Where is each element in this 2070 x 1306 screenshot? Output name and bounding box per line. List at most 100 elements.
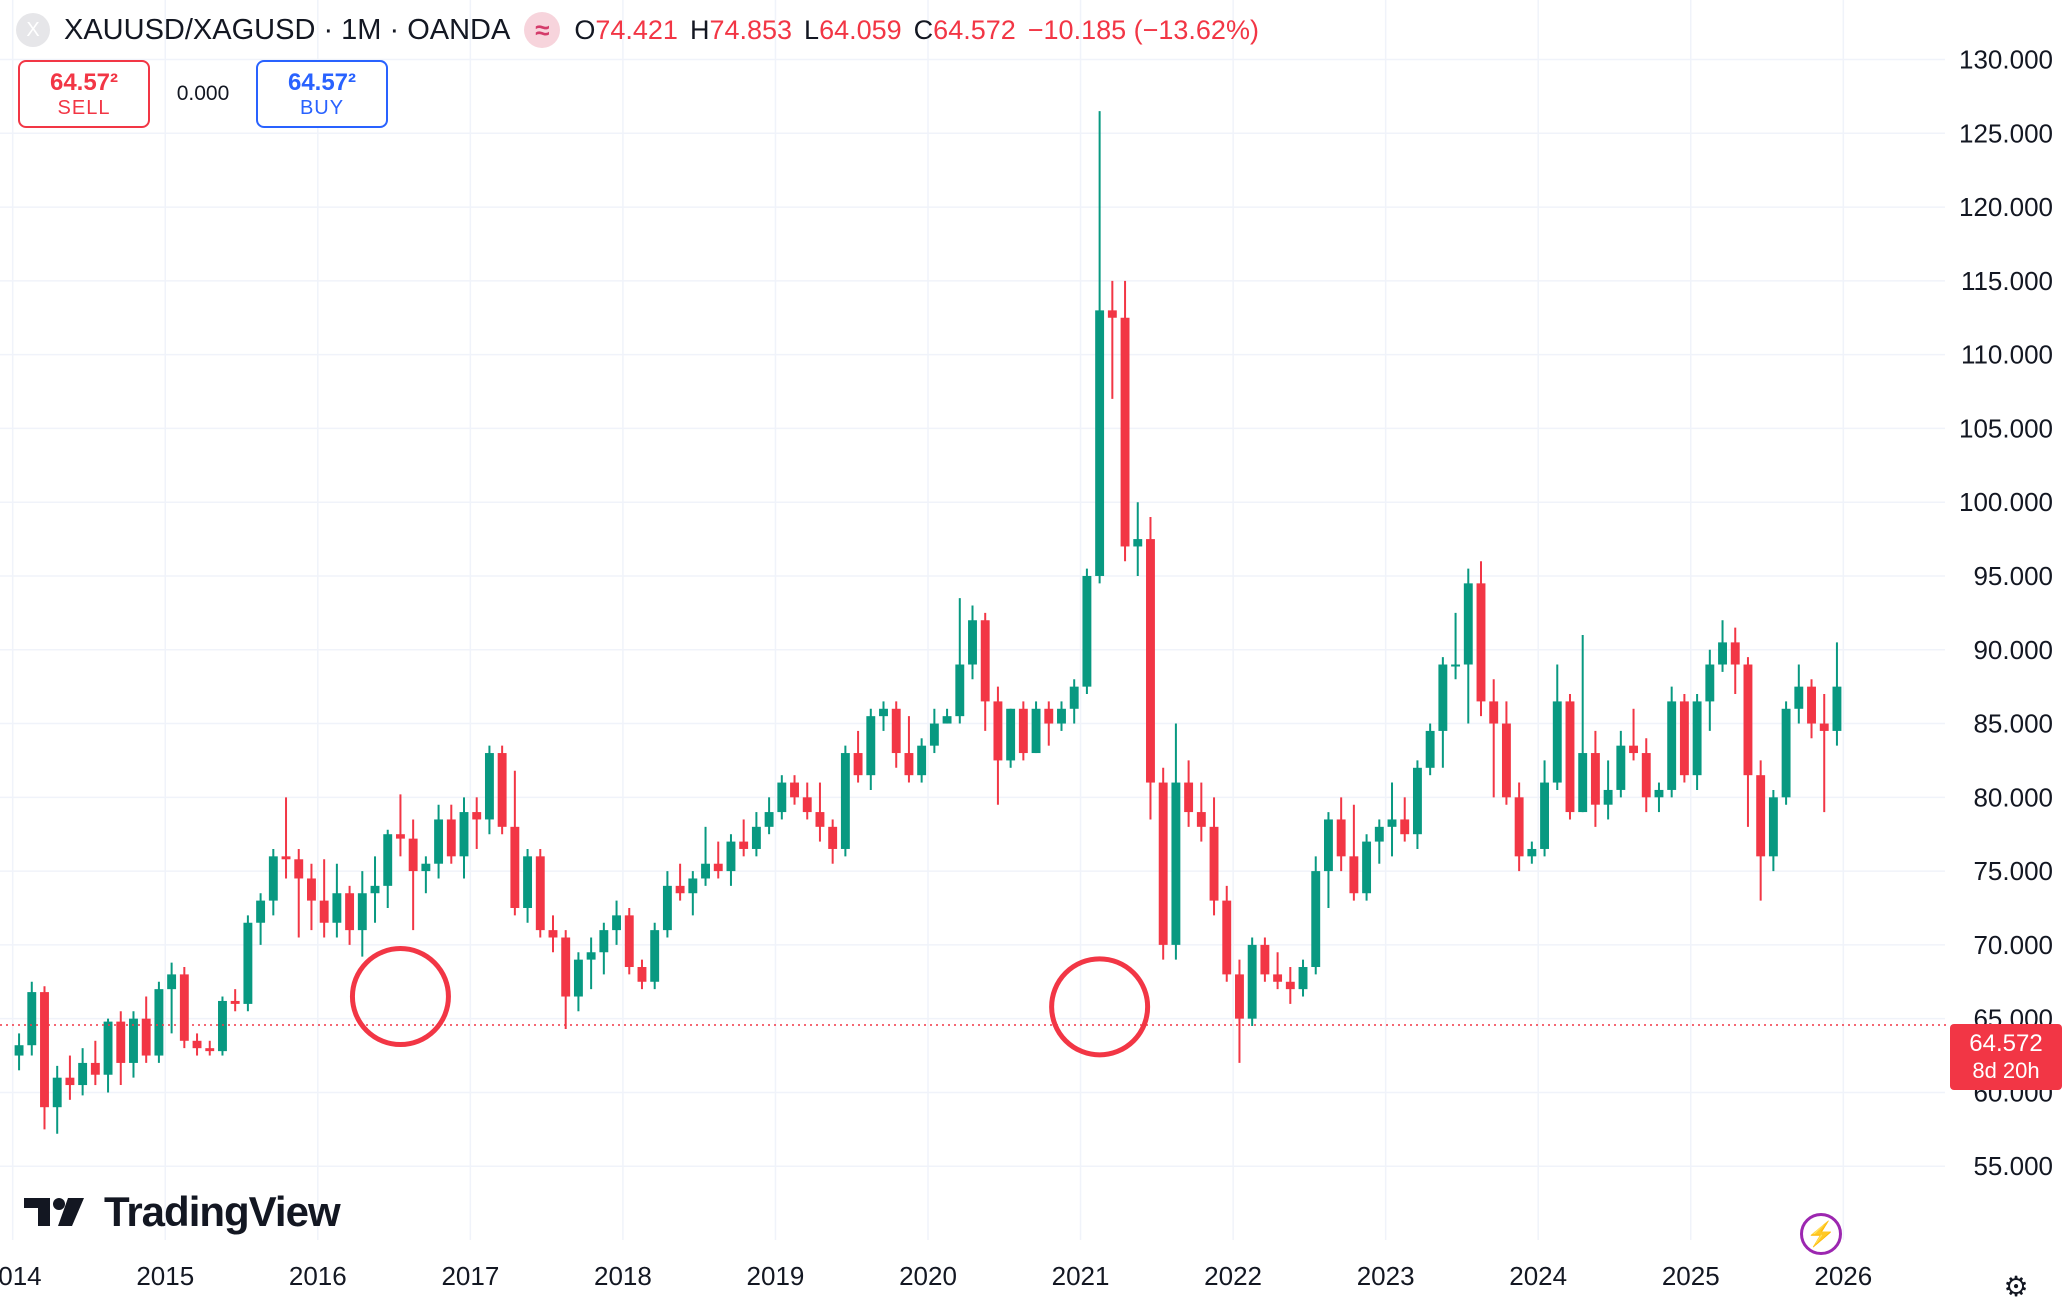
high-key: H <box>689 14 710 45</box>
candle-body <box>167 974 177 990</box>
candle-body <box>1336 819 1346 857</box>
y-tick-label: 100.000 <box>1959 487 2053 517</box>
x-tick-label: 2020 <box>899 1261 957 1291</box>
sell-label: SELL <box>57 96 111 119</box>
candle-body <box>268 856 278 901</box>
candle-body <box>1832 686 1842 731</box>
candle-body <box>205 1048 215 1052</box>
candle-body <box>103 1021 113 1075</box>
tradingview-logo[interactable]: TradingView <box>24 1188 341 1236</box>
candle-body <box>561 937 571 997</box>
candle-body <box>40 992 49 1108</box>
candle-body <box>1196 812 1206 827</box>
candle-body <box>1578 753 1588 813</box>
x-tick-label: 2017 <box>441 1261 499 1291</box>
candle-body <box>802 797 812 813</box>
candle-body <box>980 620 990 702</box>
buy-button[interactable]: 64.57² BUY <box>256 60 388 128</box>
candle-body <box>1146 539 1155 783</box>
candle-body <box>955 664 965 717</box>
high-value: 74.853 <box>709 14 793 45</box>
candle-body <box>395 834 405 839</box>
trade-panel: 64.57² SELL 0.000 64.57² BUY <box>18 60 388 128</box>
candle-body <box>929 723 939 746</box>
candle-body <box>446 819 456 857</box>
candle-body <box>1514 797 1524 857</box>
y-tick-label: 115.000 <box>1961 266 2053 296</box>
candle-body <box>1476 583 1486 702</box>
candle-body <box>1057 708 1066 724</box>
candle-body <box>1501 723 1511 798</box>
candle-body <box>891 708 901 754</box>
candle-body <box>1311 871 1321 968</box>
tradingview-logo-icon <box>24 1198 84 1226</box>
close-value: 64.572 <box>933 14 1016 45</box>
indicator-wave-icon[interactable]: ≈ <box>524 12 561 48</box>
low-key: L <box>804 14 820 45</box>
candle-body <box>1323 819 1333 872</box>
candle-body <box>790 782 799 798</box>
candle-body <box>828 826 838 849</box>
candle-body <box>1425 730 1435 768</box>
candle-body <box>739 841 749 849</box>
y-tick-label: 70.000 <box>1973 930 2053 960</box>
candle-body <box>510 826 520 908</box>
candle-body <box>1718 642 1727 665</box>
candle-body <box>1260 944 1270 975</box>
candle-body <box>650 930 660 982</box>
y-tick-label: 75.000 <box>1973 856 2053 886</box>
x-tick-label: 2023 <box>1357 1261 1415 1291</box>
settings-icon[interactable]: ⚙ <box>2003 1270 2029 1302</box>
candle-body <box>1756 775 1766 857</box>
open-value: 74.421 <box>595 14 678 45</box>
candle-body <box>1489 701 1499 724</box>
x-tick-label: 2021 <box>1052 1261 1110 1291</box>
candle-body <box>1540 782 1550 849</box>
current-price-label: 64.572 8d 20h <box>1950 1024 2062 1090</box>
y-tick-label: 120.000 <box>1959 192 2053 222</box>
x-tick-label: 2022 <box>1204 1261 1262 1291</box>
symbol-logo-icon[interactable]: X <box>16 13 50 47</box>
candle-body <box>307 878 316 901</box>
current-price-value: 64.572 <box>1969 1030 2043 1057</box>
lightning-bolt-icon[interactable]: ⚡ <box>1800 1213 1842 1255</box>
candle-body <box>345 893 355 931</box>
candle-body <box>523 856 533 908</box>
symbol-title[interactable]: XAUUSD/XAGUSD · 1M · OANDA <box>64 13 511 46</box>
candle-body <box>52 1077 62 1108</box>
candle-body <box>1629 745 1638 754</box>
x-tick-label: 2014 <box>0 1261 42 1291</box>
price-axis[interactable]: 55.00060.00065.00070.00075.00080.00085.0… <box>1959 45 2053 1182</box>
candle-body <box>1794 686 1804 709</box>
candle-body <box>1807 686 1816 724</box>
candle-body <box>1082 575 1092 687</box>
annotation-layer <box>349 946 1151 1058</box>
candle-body <box>573 959 583 997</box>
change-value: −10.185 (−13.62%) <box>1027 14 1259 45</box>
candle-body <box>1412 767 1422 835</box>
candle-body <box>1171 782 1181 945</box>
candle-body <box>1018 708 1028 754</box>
candle-body <box>1387 819 1397 827</box>
candle-body <box>1031 708 1041 754</box>
candle-body <box>294 859 304 879</box>
candle-body <box>434 819 444 864</box>
y-tick-label: 55.000 <box>1973 1151 2053 1181</box>
candle-body <box>1616 745 1626 790</box>
candle-body <box>612 915 622 931</box>
candle-body <box>1285 981 1295 990</box>
y-tick-label: 105.000 <box>1959 413 2053 443</box>
candle-body <box>840 753 850 849</box>
candle-body <box>1235 974 1244 1019</box>
candle-body <box>1184 782 1194 813</box>
candle-body <box>1069 686 1079 709</box>
time-axis[interactable]: 2014 2015 2016 2017 2018 2019 2020 2021 2022 2023… <box>0 1261 1872 1291</box>
buy-label: BUY <box>299 96 345 119</box>
candle-body <box>675 885 685 894</box>
sell-button[interactable]: 64.57² SELL <box>18 60 150 128</box>
candle-body <box>243 922 253 1004</box>
candle-body <box>1705 664 1715 702</box>
y-tick-label: 130.000 <box>1959 45 2053 75</box>
candle-body <box>179 974 189 1041</box>
